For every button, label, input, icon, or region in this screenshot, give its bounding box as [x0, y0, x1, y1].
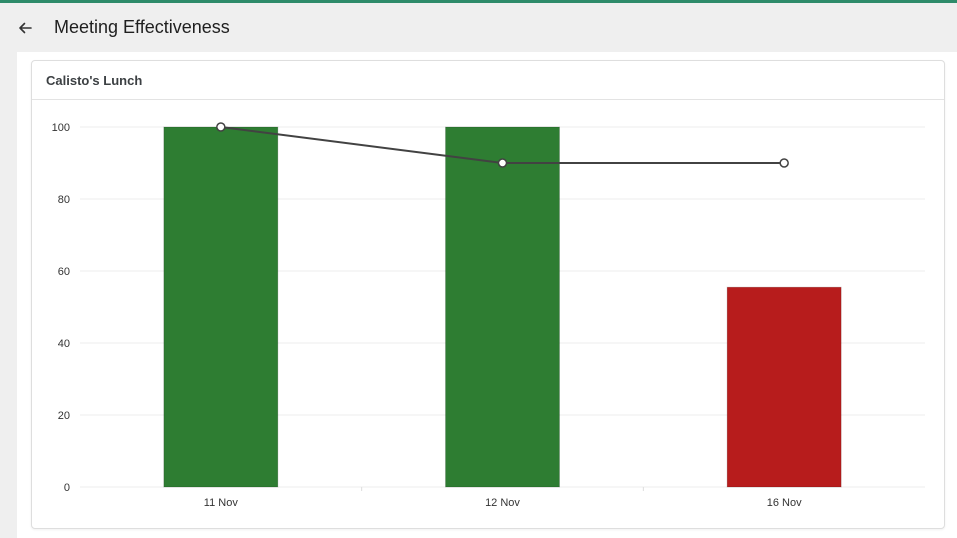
chart-area: 0 20 40 60 80 100 11 Nov 12 Nov 16 Nov	[32, 100, 944, 528]
y-tick-label: 100	[52, 122, 70, 134]
y-tick-label: 20	[58, 410, 70, 422]
page-title: Meeting Effectiveness	[54, 17, 230, 37]
y-tick-label: 40	[58, 338, 70, 350]
bar	[163, 126, 279, 488]
y-tick-label: 0	[64, 482, 70, 494]
bar	[726, 286, 842, 488]
arrow-left-icon	[19, 22, 32, 34]
x-tick-label: 11 Nov	[204, 497, 239, 509]
main-content: Calisto's Lunch 0 20 40 60 80 100 11 Nov 12 Nov…	[17, 52, 957, 538]
line-point	[779, 158, 789, 168]
app-header: Meeting Effectiveness	[0, 3, 957, 52]
meeting-chart: 0 20 40 60 80 100 11 Nov 12 Nov 16 Nov	[52, 122, 925, 509]
x-tick-label: 12 Nov	[485, 497, 520, 509]
top-accent-bar	[0, 0, 957, 3]
y-tick-label: 80	[58, 194, 70, 206]
line-point	[216, 122, 226, 132]
x-tick-label: 16 Nov	[767, 497, 802, 509]
chart-card: Calisto's Lunch 0 20 40 60 80 100 11 Nov 12 Nov…	[31, 60, 945, 529]
line-point	[497, 158, 508, 168]
back-button[interactable]	[10, 13, 40, 43]
card-title: Calisto's Lunch	[32, 61, 944, 100]
y-tick-label: 60	[58, 266, 70, 278]
bar	[445, 126, 560, 488]
